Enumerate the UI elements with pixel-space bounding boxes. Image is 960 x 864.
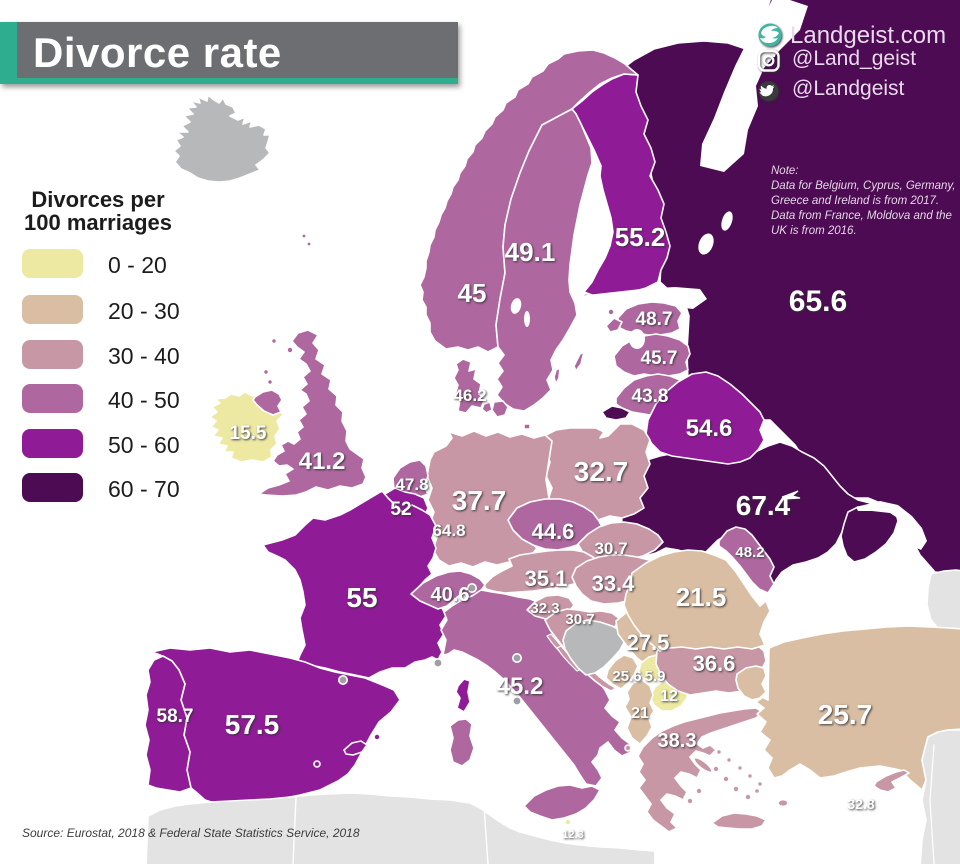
svg-text:45.7: 45.7 — [641, 348, 678, 369]
svg-text:45: 45 — [458, 278, 487, 308]
svg-text:25.7: 25.7 — [818, 699, 873, 730]
svg-text:12.3: 12.3 — [562, 829, 583, 841]
svg-text:36.6: 36.6 — [693, 651, 736, 676]
svg-text:12: 12 — [660, 688, 678, 705]
svg-text:15.5: 15.5 — [230, 423, 267, 444]
svg-text:30.7: 30.7 — [565, 611, 594, 628]
svg-text:33.4: 33.4 — [592, 571, 636, 596]
svg-text:38.3: 38.3 — [658, 730, 697, 752]
svg-text:67.4: 67.4 — [736, 490, 791, 521]
svg-text:55.2: 55.2 — [615, 222, 666, 252]
svg-text:45.2: 45.2 — [497, 673, 544, 700]
svg-text:54.6: 54.6 — [686, 415, 733, 442]
svg-text:35.1: 35.1 — [525, 566, 568, 591]
svg-text:43.8: 43.8 — [632, 386, 669, 407]
svg-text:48.7: 48.7 — [636, 309, 673, 330]
svg-text:57.5: 57.5 — [225, 709, 280, 740]
svg-text:49.1: 49.1 — [505, 237, 556, 267]
svg-text:47.8: 47.8 — [395, 475, 428, 494]
svg-text:48.2: 48.2 — [735, 544, 764, 561]
svg-text:52: 52 — [390, 499, 411, 520]
svg-text:55: 55 — [346, 582, 377, 613]
svg-text:64.8: 64.8 — [432, 521, 465, 540]
svg-text:44.6: 44.6 — [532, 519, 575, 544]
svg-text:30.7: 30.7 — [594, 539, 627, 558]
svg-text:25.6: 25.6 — [612, 668, 641, 685]
svg-text:65.6: 65.6 — [789, 285, 847, 318]
svg-text:27.5: 27.5 — [627, 630, 670, 655]
svg-text:32.3: 32.3 — [530, 600, 559, 617]
svg-text:21: 21 — [631, 705, 649, 722]
svg-text:41.2: 41.2 — [299, 448, 346, 475]
svg-text:46.2: 46.2 — [453, 386, 486, 405]
svg-text:21.5: 21.5 — [676, 582, 727, 612]
svg-text:37.7: 37.7 — [452, 485, 507, 516]
svg-text:32.7: 32.7 — [574, 456, 629, 487]
svg-text:32.8: 32.8 — [847, 796, 874, 812]
svg-text:58.7: 58.7 — [157, 706, 194, 727]
svg-text:5.9: 5.9 — [645, 668, 666, 685]
svg-text:40.6: 40.6 — [431, 584, 470, 606]
